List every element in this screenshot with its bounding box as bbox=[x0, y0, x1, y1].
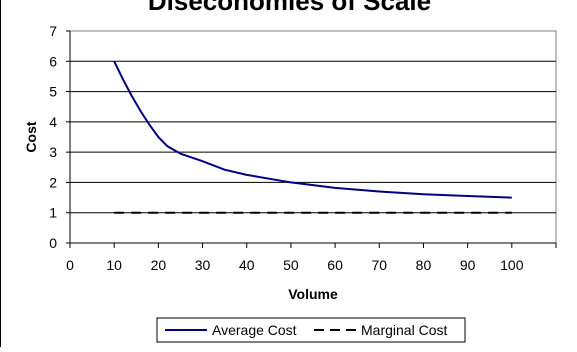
y-tick-label: 1 bbox=[49, 205, 57, 221]
legend: Average Cost Marginal Cost bbox=[156, 317, 466, 343]
grid-layer bbox=[69, 30, 557, 244]
x-tick-label: 20 bbox=[151, 257, 167, 273]
legend-label: Average Cost bbox=[212, 322, 297, 338]
x-tick-label: 40 bbox=[239, 257, 255, 273]
y-axis-title: Cost bbox=[23, 121, 39, 152]
y-tick-label: 4 bbox=[49, 114, 57, 130]
x-tick-label: 70 bbox=[371, 257, 387, 273]
y-tick-label: 3 bbox=[49, 144, 57, 160]
legend-label: Marginal Cost bbox=[361, 322, 447, 338]
plot-frame bbox=[69, 30, 557, 244]
x-tick-label: 80 bbox=[416, 257, 432, 273]
x-tick-label: 60 bbox=[327, 257, 343, 273]
x-tick-label: 10 bbox=[106, 257, 122, 273]
series-layer bbox=[113, 60, 512, 214]
axes-layer bbox=[66, 30, 557, 248]
y-tick-label: 2 bbox=[49, 174, 57, 190]
y-tick-label: 6 bbox=[49, 53, 57, 69]
series-line-average-cost bbox=[113, 60, 512, 199]
y-tick-label: 5 bbox=[49, 84, 57, 100]
x-tick-label: 90 bbox=[460, 257, 476, 273]
chart-title: Diseconomies of Scale bbox=[147, 0, 432, 16]
x-tick-label: 0 bbox=[66, 257, 74, 273]
x-tick-label: 30 bbox=[195, 257, 211, 273]
y-tick-label: 7 bbox=[49, 23, 57, 39]
legend-box bbox=[156, 317, 466, 343]
y-tick-label: 0 bbox=[49, 235, 57, 251]
x-tick-label: 50 bbox=[283, 257, 299, 273]
x-tick-label: 100 bbox=[500, 257, 524, 273]
x-axis-title: Volume bbox=[288, 286, 338, 302]
